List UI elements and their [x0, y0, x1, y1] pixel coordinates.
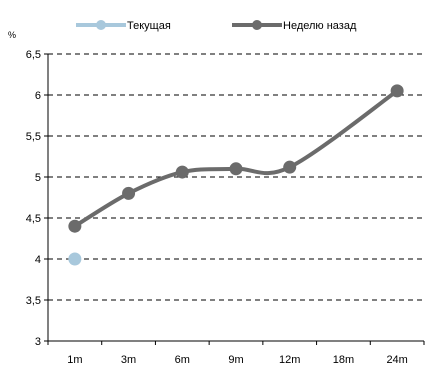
- y-tick-label: 4,5: [26, 213, 41, 225]
- y-tick-label: 6: [35, 90, 41, 102]
- legend-label-current: Текущая: [127, 20, 171, 32]
- x-tick-label: 18m: [333, 354, 354, 366]
- data-point-week-ago: [283, 160, 297, 174]
- data-point-week-ago: [122, 186, 136, 200]
- x-axis-ticks: 1m 3m 6m 9m 12m 18m 24m: [47, 341, 425, 366]
- x-tick-label: 6m: [175, 354, 190, 366]
- data-point-week-ago: [390, 84, 404, 98]
- legend: Текущая Неделю назад: [76, 20, 357, 32]
- y-axis-ticks: 3 3,5 4 4,5 5 5,5 6 6,5: [26, 49, 48, 348]
- legend-item-week-ago: Неделю назад: [232, 20, 357, 32]
- axes: [47, 54, 424, 342]
- data-point-week-ago: [229, 162, 243, 176]
- x-tick-label: 12m: [279, 354, 300, 366]
- y-tick-label: 4: [35, 254, 41, 266]
- y-tick-label: 6,5: [26, 49, 41, 61]
- y-axis-unit-label: %: [8, 30, 16, 40]
- x-tick-label: 1m: [67, 354, 82, 366]
- data-point-current: [68, 252, 82, 266]
- x-tick-label: 24m: [386, 354, 407, 366]
- data-point-week-ago: [68, 219, 82, 233]
- data-point-week-ago: [175, 165, 189, 179]
- gridlines: [48, 53, 424, 301]
- x-tick-label: 3m: [121, 354, 136, 366]
- x-tick-label: 9m: [228, 354, 243, 366]
- y-tick-label: 3: [35, 336, 41, 348]
- y-tick-label: 3,5: [26, 295, 41, 307]
- series-line-week-ago: [73, 89, 399, 228]
- legend-swatch-marker-week-ago: [252, 20, 262, 30]
- legend-swatch-marker-current: [96, 20, 106, 30]
- series-lines: [68, 84, 404, 266]
- legend-item-current: Текущая: [76, 20, 171, 32]
- legend-label-week-ago: Неделю назад: [283, 20, 357, 32]
- y-tick-label: 5,5: [26, 131, 41, 143]
- y-tick-label: 5: [35, 172, 41, 184]
